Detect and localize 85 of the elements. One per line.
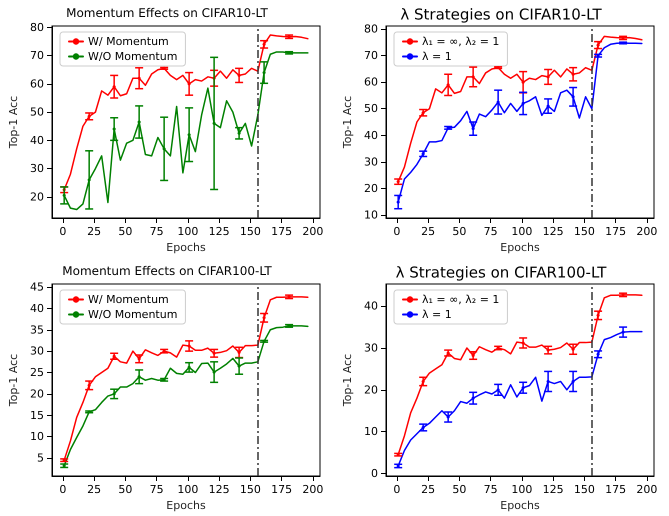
y-tick-label: 0 xyxy=(371,466,378,480)
legend-label: W/O Momentum xyxy=(88,50,178,63)
y-tick-label: 30 xyxy=(364,342,378,354)
y-tick-label: 60 xyxy=(30,77,44,90)
x-tick-label: 0 xyxy=(393,225,400,238)
x-tick-label: 75 xyxy=(150,483,164,496)
chart-title: λ Strategies on CIFAR10-LT xyxy=(400,6,602,24)
x-tick-label: 100 xyxy=(511,483,532,496)
x-tick-label: 75 xyxy=(150,225,164,238)
y-tick-label: 30 xyxy=(364,155,378,168)
x-tick-label: 25 xyxy=(421,225,436,238)
y-tick-label: 10 xyxy=(364,208,378,222)
y-tick-label: 50 xyxy=(364,102,378,116)
y-axis-title: Top-1 Acc xyxy=(7,354,20,408)
legend-label: λ₁ = ∞, λ₂ = 1 xyxy=(422,35,500,48)
legend-label: λ₁ = ∞, λ₂ = 1 xyxy=(422,293,500,306)
x-tick-label: 0 xyxy=(59,483,66,496)
x-axis-title: Epochs xyxy=(166,240,206,254)
x-tick-label: 175 xyxy=(271,483,292,496)
legend-label: W/ Momentum xyxy=(88,35,169,48)
y-tick-label: 80 xyxy=(30,20,44,34)
y-tick-label: 50 xyxy=(30,106,44,119)
x-tick-label: 75 xyxy=(484,483,498,496)
y-tick-label: 80 xyxy=(364,22,378,36)
x-tick-label: 200 xyxy=(302,225,324,238)
x-tick-label: 100 xyxy=(177,483,198,496)
chart-title: λ Strategies on CIFAR100-LT xyxy=(396,264,608,282)
x-tick-label: 50 xyxy=(118,225,132,238)
y-tick-label: 45 xyxy=(30,280,44,294)
x-tick-label: 125 xyxy=(542,225,564,238)
y-tick-label: 70 xyxy=(30,49,44,62)
legend-label: W/ Momentum xyxy=(88,293,169,306)
x-tick-label: 175 xyxy=(605,483,626,496)
y-tick-label: 20 xyxy=(30,387,44,400)
y-tick-label: 40 xyxy=(364,300,378,313)
y-tick-label: 40 xyxy=(30,302,44,315)
x-tick-label: 50 xyxy=(452,225,466,238)
x-tick-label: 150 xyxy=(574,483,595,496)
x-tick-label: 200 xyxy=(302,483,324,496)
x-axis-title: Epochs xyxy=(166,498,206,512)
x-tick-label: 25 xyxy=(87,483,102,496)
y-tick-label: 5 xyxy=(37,452,44,465)
chart-title: Momentum Effects on CIFAR10-LT xyxy=(66,6,269,20)
x-tick-label: 0 xyxy=(59,225,66,238)
x-tick-label: 150 xyxy=(240,483,261,496)
y-axis-title: Top-1 Acc xyxy=(7,96,20,150)
y-tick-label: 40 xyxy=(364,128,378,142)
y-tick-label: 20 xyxy=(30,190,44,204)
y-tick-label: 35 xyxy=(30,323,44,336)
y-tick-label: 25 xyxy=(30,366,44,380)
y-tick-label: 30 xyxy=(30,162,44,176)
x-tick-label: 0 xyxy=(393,483,400,496)
y-tick-label: 15 xyxy=(30,408,44,422)
x-tick-label: 75 xyxy=(484,225,498,238)
legend-label: λ = 1 xyxy=(422,50,452,63)
chart-title: Momentum Effects on CIFAR100-LT xyxy=(62,264,272,278)
x-tick-label: 200 xyxy=(636,225,658,238)
x-axis-title: Epochs xyxy=(500,498,540,512)
x-tick-label: 25 xyxy=(421,483,436,496)
legend-label: W/O Momentum xyxy=(88,308,178,321)
x-tick-label: 125 xyxy=(208,483,230,496)
x-tick-label: 125 xyxy=(542,483,564,496)
y-tick-label: 10 xyxy=(364,425,378,438)
x-axis-title: Epochs xyxy=(500,240,540,254)
y-tick-label: 20 xyxy=(364,383,378,396)
y-tick-label: 20 xyxy=(364,182,378,195)
y-axis-title: Top-1 Acc xyxy=(341,354,354,408)
y-tick-label: 30 xyxy=(30,344,44,358)
x-tick-label: 150 xyxy=(574,225,595,238)
x-tick-label: 150 xyxy=(240,225,261,238)
x-tick-label: 175 xyxy=(605,225,626,238)
y-tick-label: 10 xyxy=(30,430,44,444)
x-tick-label: 200 xyxy=(636,483,658,496)
y-tick-label: 70 xyxy=(364,49,378,62)
y-tick-label: 40 xyxy=(30,134,44,147)
legend-label: λ = 1 xyxy=(422,308,452,321)
y-tick-label: 60 xyxy=(364,76,378,89)
x-tick-label: 100 xyxy=(511,225,532,238)
x-tick-label: 125 xyxy=(208,225,230,238)
y-axis-title: Top-1 Acc xyxy=(341,96,354,150)
x-tick-label: 50 xyxy=(118,483,132,496)
x-tick-label: 50 xyxy=(452,483,466,496)
x-tick-label: 100 xyxy=(177,225,198,238)
x-tick-label: 25 xyxy=(87,225,102,238)
x-tick-label: 175 xyxy=(271,225,292,238)
